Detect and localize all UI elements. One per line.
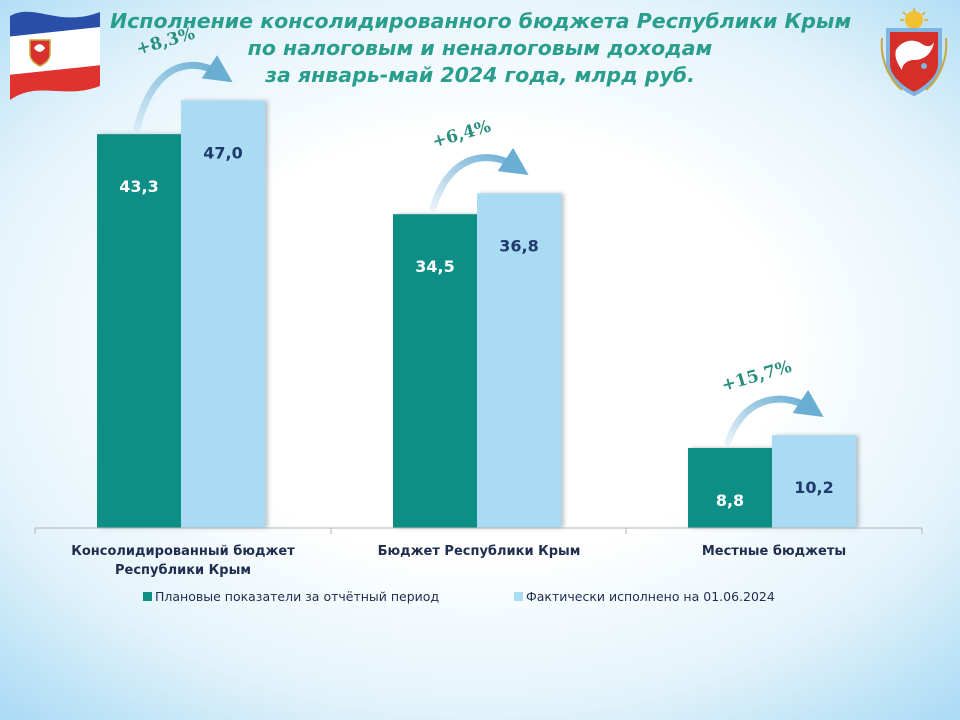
category-label-0-0: Консолидированный бюджет <box>71 544 295 559</box>
crimea-coat-of-arms-icon <box>880 8 948 97</box>
bar-fact-0 <box>181 100 265 528</box>
growth-label-0: +8,3% <box>134 24 197 60</box>
growth-arrow-0 <box>133 55 233 132</box>
bar-fact-1 <box>477 193 561 528</box>
category-label-0-1: Республики Крым <box>115 563 251 578</box>
legend-label-0: Плановые показатели за отчётный период <box>155 589 439 604</box>
growth-label-1: +6,4% <box>430 117 493 153</box>
bar-plan-0 <box>97 134 181 528</box>
crimea-flag-icon <box>10 11 100 100</box>
legend-label-1: Фактически исполнено на 01.06.2024 <box>526 589 775 604</box>
growth-arrow-1 <box>429 147 529 212</box>
bar-plan-1 <box>393 214 477 529</box>
bars-group: 43,3 47,0 34,5 36,8 8,8 10,2 <box>97 100 856 529</box>
title-line-2: по налоговым и неналоговым доходам <box>247 36 713 60</box>
x-axis-labels: Консолидированный бюджет Республики Крым Б… <box>71 544 846 578</box>
growth-arrow-2 <box>724 389 824 446</box>
data-label-fact-0: 47,0 <box>203 143 242 162</box>
legend-swatch-0 <box>143 592 152 601</box>
legend: Плановые показатели за отчётный период Фа… <box>143 589 775 604</box>
bar-fact-2 <box>772 435 856 528</box>
growth-label-2: +15,7% <box>719 357 794 396</box>
x-axis-ticks <box>34 528 923 534</box>
bar-plan-2 <box>688 447 772 528</box>
chart-title: Исполнение консолидированного бюджета Ре… <box>110 8 852 89</box>
data-label-fact-1: 36,8 <box>499 236 538 255</box>
title-line-1: Исполнение консолидированного бюджета Ре… <box>110 9 852 33</box>
data-label-plan-2: 8,8 <box>716 491 744 510</box>
data-label-plan-0: 43,3 <box>119 177 158 196</box>
category-label-1-0: Бюджет Республики Крым <box>378 544 581 559</box>
data-label-plan-1: 34,5 <box>415 257 454 276</box>
title-line-3: за январь-май 2024 года, млрд руб. <box>265 63 695 87</box>
data-label-fact-2: 10,2 <box>794 478 833 497</box>
category-label-2-0: Местные бюджеты <box>702 544 846 559</box>
legend-swatch-1 <box>514 592 523 601</box>
